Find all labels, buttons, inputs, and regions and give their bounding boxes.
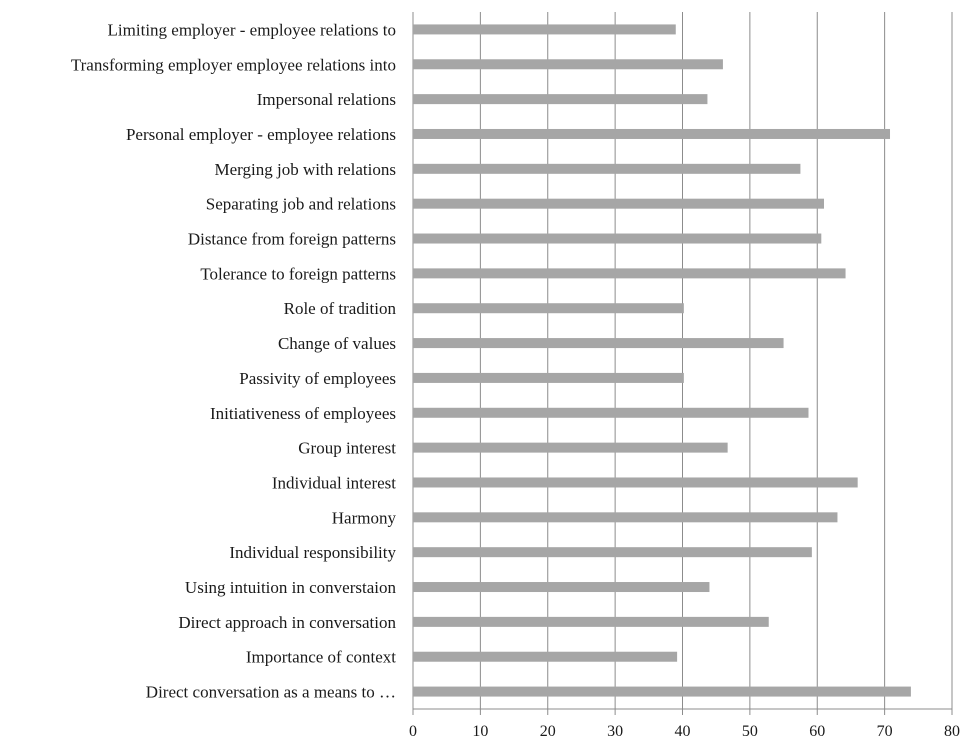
bar <box>413 686 911 697</box>
x-tick-label: 80 <box>944 723 960 740</box>
x-tick-label: 60 <box>809 723 825 740</box>
category-label: Distance from foreign patterns <box>188 230 396 249</box>
category-label: Tolerance to foreign patterns <box>200 264 396 283</box>
category-label: Role of tradition <box>284 299 397 318</box>
bar <box>413 372 684 383</box>
category-label: Transforming employer employee relations… <box>71 55 396 74</box>
bar <box>413 616 769 627</box>
category-label: Group interest <box>298 439 396 458</box>
x-tick-label: 40 <box>675 723 691 740</box>
category-labels: Limiting employer - employee relations t… <box>71 20 397 701</box>
category-label: Change of values <box>278 334 396 353</box>
bar <box>413 198 824 209</box>
category-label: Individual interest <box>272 473 396 492</box>
bar <box>413 407 809 418</box>
category-label: Personal employer - employee relations <box>126 125 396 144</box>
x-tick-label: 0 <box>409 723 417 740</box>
bar <box>413 582 710 593</box>
category-label: Separating job and relations <box>206 195 396 214</box>
bar <box>413 547 812 558</box>
category-label: Passivity of employees <box>239 369 396 388</box>
bar <box>413 128 891 139</box>
category-label: Individual responsibility <box>229 543 396 562</box>
bars <box>413 24 911 697</box>
bar <box>413 59 723 70</box>
bar <box>413 163 801 174</box>
category-label: Limiting employer - employee relations t… <box>108 20 396 39</box>
category-label: Importance of context <box>246 648 396 667</box>
bar <box>413 94 708 105</box>
category-label: Impersonal relations <box>257 90 396 109</box>
bar <box>413 233 822 244</box>
x-tick-label: 50 <box>742 723 758 740</box>
bar <box>413 24 676 35</box>
bar <box>413 477 858 488</box>
bar <box>413 442 728 453</box>
category-label: Direct approach in conversation <box>178 613 396 632</box>
category-label: Initiativeness of employees <box>210 404 396 423</box>
category-label: Merging job with relations <box>215 160 396 179</box>
bar <box>413 651 678 662</box>
x-tick-label: 10 <box>472 723 488 740</box>
x-tick-label: 20 <box>540 723 556 740</box>
bar <box>413 303 684 314</box>
x-tick-label: 70 <box>877 723 893 740</box>
x-axis-ticks: 0 10 20 30 40 50 60 70 80 <box>409 723 960 740</box>
category-label: Harmony <box>332 508 397 527</box>
gridlines <box>412 12 953 715</box>
bar <box>413 338 784 349</box>
bar <box>413 512 838 523</box>
bar <box>413 268 846 279</box>
category-label: Using intuition in converstaion <box>185 578 397 597</box>
x-tick-label: 30 <box>607 723 623 740</box>
category-label: Direct conversation as a means to … <box>146 683 396 702</box>
